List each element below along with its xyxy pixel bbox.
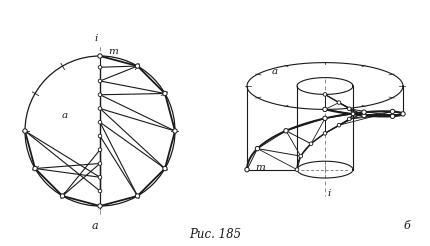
Circle shape [323,107,327,112]
Circle shape [323,132,327,135]
Text: Рис. 185: Рис. 185 [189,228,241,241]
Circle shape [23,129,27,133]
Text: m: m [255,163,265,172]
Circle shape [33,166,37,171]
Circle shape [362,113,366,118]
Text: a: a [272,66,278,76]
Text: б: б [404,221,410,231]
Circle shape [347,107,351,111]
Circle shape [347,117,351,121]
Circle shape [284,129,288,133]
Circle shape [337,101,341,104]
Circle shape [98,121,102,124]
Circle shape [309,142,313,146]
Circle shape [323,92,327,96]
Circle shape [98,175,102,179]
Circle shape [351,112,355,116]
Circle shape [98,65,102,69]
Text: i: i [327,189,330,198]
Circle shape [98,204,102,208]
Circle shape [163,91,167,96]
Text: m: m [108,47,118,57]
Circle shape [135,194,140,198]
Circle shape [98,148,102,152]
Circle shape [295,168,299,171]
Circle shape [163,166,167,171]
Circle shape [245,167,249,172]
Circle shape [390,109,395,114]
Circle shape [135,64,140,68]
Circle shape [323,116,327,121]
Circle shape [98,162,102,165]
Text: i: i [94,34,98,43]
Circle shape [98,79,102,83]
Circle shape [299,154,303,158]
Circle shape [98,107,102,110]
Circle shape [337,123,341,127]
Circle shape [98,54,102,58]
Circle shape [362,110,366,114]
Circle shape [98,93,102,96]
Circle shape [98,189,102,193]
Circle shape [173,129,177,133]
Circle shape [401,112,405,116]
Circle shape [255,146,260,151]
Circle shape [98,134,102,138]
Circle shape [390,114,395,119]
Text: а: а [92,221,98,231]
Circle shape [60,194,64,198]
Text: a: a [62,111,68,121]
